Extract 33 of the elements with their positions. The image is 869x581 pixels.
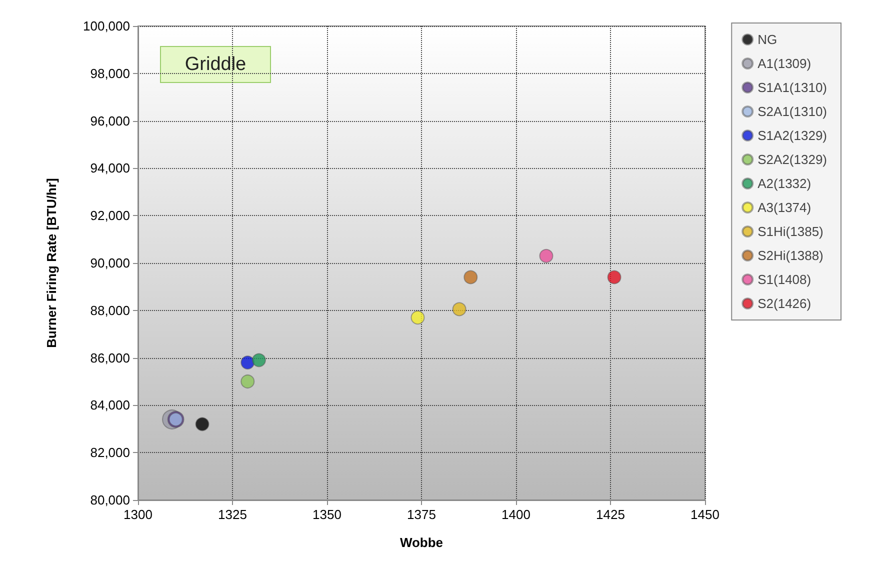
y-tick-label: 96,000 [90, 113, 130, 128]
legend-label: S2A1(1310) [758, 104, 828, 119]
y-tick-label: 90,000 [90, 256, 130, 270]
y-tick-label: 100,000 [83, 18, 130, 34]
legend-label: NG [758, 32, 778, 47]
legend-label: S1Hi(1385) [758, 224, 824, 239]
y-tick-label: 84,000 [90, 398, 130, 413]
x-tick-label: 1375 [407, 507, 436, 522]
x-tick-label: 1350 [312, 507, 342, 522]
y-tick-label: 98,000 [90, 66, 130, 81]
x-axis-title: Wobbe [400, 535, 444, 550]
y-tick-label: 80,000 [90, 492, 130, 508]
legend-label: S1A2(1329) [758, 128, 828, 143]
legend-label: S2Hi(1388) [758, 248, 824, 263]
x-tick-label: 1425 [596, 507, 625, 522]
legend-label: A1(1309) [758, 56, 812, 71]
y-tick-label: 86,000 [90, 350, 130, 366]
legend-label: A3(1374) [758, 200, 812, 215]
x-tick-label: 1300 [124, 507, 152, 522]
x-tick-label: 1325 [218, 507, 247, 522]
x-tick-label: 1450 [690, 507, 720, 522]
y-tick-label: 88,000 [90, 302, 130, 318]
legend-label: S1(1408) [758, 272, 812, 287]
legend-label: S1A1(1310) [758, 80, 828, 95]
y-tick-label: 94,000 [90, 160, 130, 176]
y-axis-title: Burner Firing Rate [BTU/hr] [44, 178, 59, 348]
x-tick-label: 1400 [502, 507, 530, 522]
y-tick-label: 92,000 [90, 208, 130, 224]
legend-label: S2(1426) [758, 296, 812, 311]
annotation: Griddle [184, 54, 246, 75]
legend-label: S2A2(1329) [758, 152, 828, 167]
legend-label: A2(1332) [758, 176, 812, 191]
y-tick-label: 82,000 [90, 445, 130, 460]
